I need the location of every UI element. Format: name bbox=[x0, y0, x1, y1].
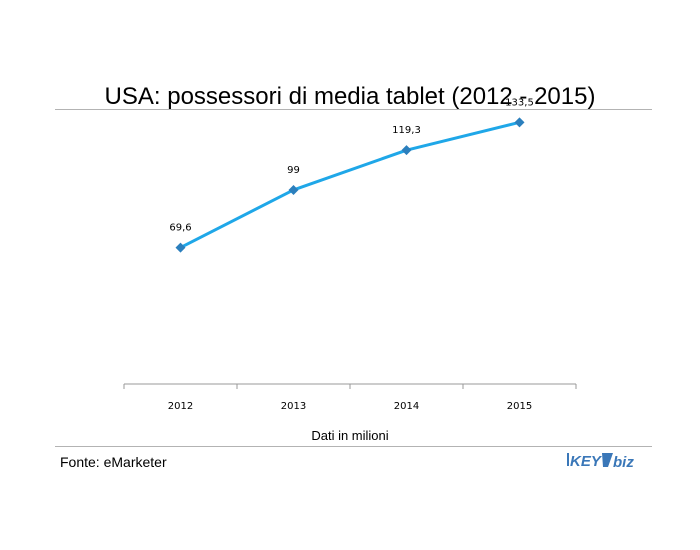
data-label: 99 bbox=[287, 165, 300, 176]
data-point bbox=[288, 184, 299, 195]
x-tick-label: 2014 bbox=[394, 401, 419, 412]
footer-divider bbox=[55, 446, 652, 447]
x-tick-label: 2013 bbox=[281, 401, 306, 412]
data-label: 69,6 bbox=[169, 223, 191, 234]
data-point bbox=[175, 242, 186, 253]
data-label: 119,3 bbox=[392, 125, 421, 136]
source-note: Fonte: eMarketer bbox=[60, 454, 167, 470]
title-divider bbox=[55, 109, 652, 110]
key4biz-logo: KEY biz bbox=[567, 453, 634, 471]
series-line bbox=[179, 120, 521, 250]
data-label: 133,5 bbox=[505, 97, 534, 108]
data-point bbox=[401, 145, 412, 156]
units-caption: Dati in milioni bbox=[311, 428, 389, 443]
data-point bbox=[514, 117, 525, 128]
chart-title: USA: possessori di media tablet (2012 - … bbox=[104, 83, 596, 110]
svg-text:biz: biz bbox=[613, 454, 634, 471]
x-tick-label: 2012 bbox=[168, 401, 193, 412]
plot-area: 2012 2013 2014 2015 69,6 99 119,3 133,5 bbox=[123, 97, 577, 412]
svg-text:KEY: KEY bbox=[570, 453, 603, 470]
x-tick-label: 2015 bbox=[507, 401, 532, 412]
